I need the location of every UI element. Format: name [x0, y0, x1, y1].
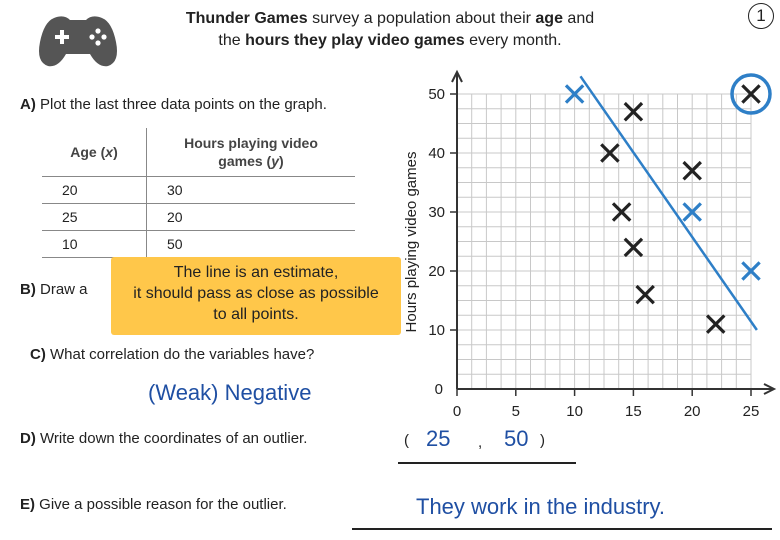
gamepad-icon: [39, 16, 117, 67]
scatter-chart: 051015202501020304050AgeHours playing vi…: [403, 69, 777, 420]
answer-e: They work in the industry.: [352, 490, 772, 530]
question-d: D) Write down the coordinates of an outl…: [20, 430, 308, 447]
x-tick-label: 15: [625, 403, 642, 420]
x-tick-label: 25: [743, 403, 760, 420]
data-point: [682, 160, 702, 181]
question-a: A) Plot the last three data points on th…: [20, 96, 327, 113]
x-tick-label: 0: [453, 403, 461, 420]
y-axis-arrow: [451, 69, 463, 83]
data-point: [564, 84, 585, 104]
question-e: E) Give a possible reason for the outlie…: [20, 496, 287, 513]
question-b: B) Draw a: [20, 281, 88, 298]
y-tick-label: 10: [428, 322, 445, 339]
answer-d: ( 25 , 50 ): [398, 426, 576, 464]
data-point: [682, 202, 702, 222]
data-point: [741, 261, 761, 281]
question-number-badge: 1: [748, 3, 774, 29]
table-header-hours: Hours playing video games (y): [146, 128, 355, 177]
table-row: 20 30: [42, 176, 355, 204]
question-c: C) What correlation do the variables hav…: [30, 346, 315, 363]
y-tick-label: 50: [428, 86, 445, 103]
data-point: [611, 202, 632, 222]
hint-callout: The line is an estimate, it should pass …: [111, 257, 401, 335]
data-point: [741, 84, 761, 104]
page-title: Thunder Games survey a population about …: [185, 10, 595, 49]
data-point: [623, 101, 644, 122]
data-point: [600, 143, 620, 163]
table-header-age: Age (x): [70, 144, 118, 160]
y-tick-label: 0: [435, 381, 443, 398]
x-axis-arrow: [763, 383, 777, 395]
data-point: [623, 237, 644, 258]
y-tick-label: 30: [428, 204, 445, 221]
x-tick-label: 10: [566, 403, 583, 420]
answer-c: (Weak) Negative: [148, 380, 312, 405]
y-axis-label: Hours playing video games: [403, 152, 420, 333]
outlier-circle: [730, 73, 772, 115]
y-tick-label: 40: [428, 145, 445, 162]
table-row: 10 50: [42, 230, 355, 258]
y-tick-label: 20: [428, 263, 445, 280]
x-tick-label: 20: [684, 403, 701, 420]
table-row: 25 20: [42, 203, 355, 231]
data-table: Age (x) Hours playing video games (y) 20 3…: [42, 128, 355, 258]
data-point: [635, 284, 655, 305]
x-tick-label: 5: [512, 403, 520, 420]
line-of-best-fit: [579, 75, 758, 331]
data-point: [705, 314, 726, 334]
